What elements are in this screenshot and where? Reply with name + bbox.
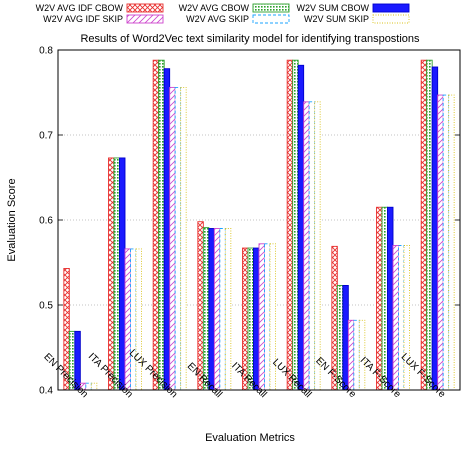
legend-swatch <box>126 3 164 13</box>
bars <box>63 59 455 391</box>
bar <box>90 382 98 391</box>
bar <box>426 59 433 391</box>
bar <box>213 228 221 391</box>
y-ticks: 0.4 0.5 0.6 0.7 0.8 <box>39 46 460 397</box>
bar <box>431 66 439 391</box>
bar <box>387 206 394 391</box>
bar <box>420 59 428 391</box>
bar <box>292 59 299 391</box>
bar <box>381 206 388 391</box>
bar <box>124 248 131 391</box>
bar <box>247 247 254 391</box>
bar <box>163 68 171 391</box>
legend-label: W2V SUM CBOW <box>296 3 369 13</box>
bar <box>437 94 444 391</box>
bar <box>448 94 455 391</box>
y-tick-label: 0.8 <box>39 46 53 57</box>
bar <box>392 245 399 391</box>
legend: W2V AVG IDF CBOW W2V AVG CBOW W2V SUM CBOW… <box>36 3 410 24</box>
y-tick-label: 0.4 <box>39 386 53 397</box>
legend-swatch <box>252 14 290 24</box>
legend-swatch <box>252 3 290 13</box>
bar <box>152 59 160 391</box>
bar <box>197 221 204 391</box>
bar <box>130 248 137 391</box>
bar <box>308 101 316 391</box>
bar <box>208 228 215 391</box>
legend-label: W2V AVG IDF SKIP <box>43 14 123 24</box>
bar <box>314 101 321 391</box>
bar <box>202 227 210 391</box>
bar <box>108 157 115 391</box>
legend-label: W2V SUM SKIP <box>304 14 369 24</box>
y-axis-title: Evaluation Score <box>6 178 18 261</box>
bar <box>224 228 232 391</box>
y-tick-label: 0.5 <box>39 301 53 312</box>
y-tick-label: 0.6 <box>39 216 53 227</box>
bar <box>303 101 310 391</box>
bar <box>353 319 360 391</box>
bar <box>297 64 305 391</box>
bar <box>258 243 265 391</box>
bar <box>253 247 260 391</box>
legend-swatch <box>372 3 410 13</box>
chart-title: Results of Word2Vec text similarity mode… <box>80 33 420 45</box>
y-tick-label: 0.7 <box>39 131 53 142</box>
bar <box>358 319 366 391</box>
bar <box>398 245 405 391</box>
bar <box>158 59 165 391</box>
bar <box>219 228 226 391</box>
legend-swatch <box>126 14 164 24</box>
bar <box>169 86 176 391</box>
bar <box>347 319 355 391</box>
bar <box>342 285 349 391</box>
bar <box>269 243 276 391</box>
x-axis-title: Evaluation Metrics <box>205 432 295 444</box>
legend-swatch <box>372 14 410 24</box>
bar <box>119 157 126 391</box>
bar <box>264 243 271 391</box>
bar <box>113 157 120 391</box>
bar <box>135 248 142 391</box>
bar <box>442 94 450 391</box>
bar <box>286 59 294 391</box>
legend-label: W2V AVG SKIP <box>186 14 249 24</box>
legend-label: W2V AVG CBOW <box>179 3 250 13</box>
bar <box>376 206 383 391</box>
legend-label: W2V AVG IDF CBOW <box>36 3 124 13</box>
bar <box>180 86 187 391</box>
bar <box>174 86 182 391</box>
